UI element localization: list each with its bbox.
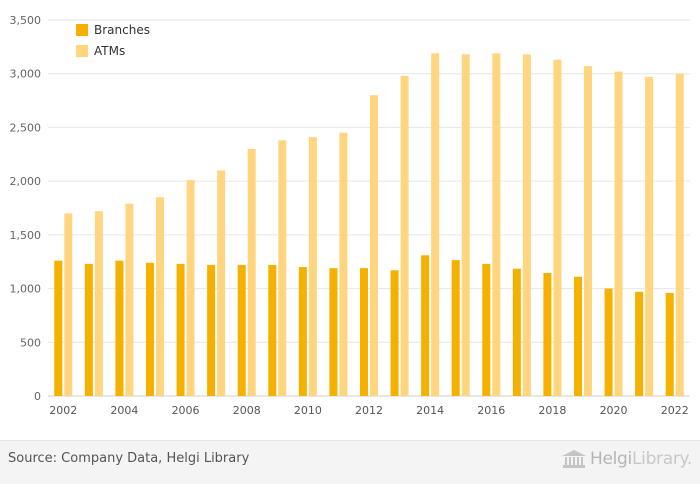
- library-building-icon: [561, 450, 586, 468]
- bar-chart: 0 500 1,000 1,500 2,000 2,500 3,000 3,500 2002 20…: [10, 14, 690, 417]
- atms-bar: [614, 71, 623, 397]
- branches-bar: [451, 260, 460, 396]
- atms-bar: [492, 53, 501, 396]
- atms-bar: [400, 75, 409, 396]
- branches-bar: [298, 267, 307, 396]
- atms-bar: [431, 53, 440, 396]
- helgi-library-logo: HelgiLibrary.: [561, 449, 692, 469]
- branches-bar: [604, 288, 613, 396]
- x-tick-label: 2012: [355, 404, 383, 417]
- branches-bar: [574, 276, 582, 396]
- atms-bar: [186, 180, 195, 396]
- brand-name: HelgiLibrary.: [590, 449, 692, 469]
- atms-bar: [156, 197, 164, 396]
- branches-bar: [512, 268, 521, 396]
- atms-bar: [94, 211, 103, 396]
- legend-label: ATMs: [94, 44, 125, 58]
- x-tick-label: 2022: [661, 404, 689, 417]
- branches-bar: [543, 272, 552, 396]
- atms-bar: [339, 132, 348, 397]
- y-tick-label: 3,500: [10, 14, 42, 27]
- atms-bar: [522, 54, 531, 397]
- y-tick-label: 0: [34, 390, 41, 403]
- y-tick-label: 1,000: [10, 283, 42, 296]
- footer: Source: Company Data, Helgi Library Helg…: [0, 440, 700, 484]
- y-tick-label: 1,500: [10, 229, 42, 242]
- atms-bar: [675, 73, 684, 396]
- atms-bar: [370, 95, 378, 396]
- x-tick-label: 2006: [172, 404, 200, 417]
- legend-swatch: [76, 45, 88, 57]
- brand-secondary: Library.: [631, 449, 692, 469]
- y-tick-label: 3,000: [10, 68, 42, 81]
- branches-bar: [665, 292, 674, 396]
- branches-bar: [146, 262, 154, 396]
- branches-bar: [329, 268, 338, 396]
- atms-bar: [247, 148, 256, 396]
- x-tick-label: 2016: [477, 404, 505, 417]
- source-note: Source: Company Data, Helgi Library: [8, 451, 250, 466]
- brand-primary: Helgi: [589, 449, 632, 469]
- x-tick-label: 2018: [538, 404, 566, 417]
- branches-bar: [635, 291, 644, 396]
- atms-bar: [278, 140, 287, 396]
- x-tick-label: 2008: [233, 404, 261, 417]
- y-tick-label: 2,000: [10, 175, 42, 188]
- x-tick-label: 2002: [49, 404, 77, 417]
- atms-bar: [64, 213, 73, 396]
- atms-bar: [461, 54, 470, 397]
- x-tick-label: 2004: [110, 404, 138, 417]
- x-tick-label: 2014: [416, 404, 444, 417]
- atms-bar: [553, 59, 562, 397]
- branches-bar: [176, 263, 185, 396]
- branches-bar: [268, 264, 277, 396]
- branches-bar: [115, 260, 124, 396]
- atms-bar: [217, 170, 226, 396]
- branches-bar: [482, 263, 491, 396]
- atms-bar: [584, 66, 592, 397]
- branches-bar: [207, 264, 216, 396]
- chart-area: 0 500 1,000 1,500 2,000 2,500 3,000 3,500 2002 20…: [10, 14, 690, 417]
- atms-bar: [125, 203, 134, 396]
- legend-label: Branches: [94, 23, 150, 37]
- branches-bar: [84, 263, 93, 396]
- x-tick-label: 2020: [600, 404, 628, 417]
- y-tick-label: 500: [20, 336, 41, 349]
- branches-bar: [390, 270, 399, 396]
- y-tick-label: 2,500: [10, 121, 42, 134]
- legend-swatch: [76, 24, 88, 36]
- x-tick-label: 2010: [294, 404, 322, 417]
- branches-bar: [421, 255, 430, 396]
- branches-bar: [54, 260, 63, 396]
- branches-bar: [360, 268, 368, 396]
- branches-bar: [237, 264, 246, 396]
- atms-bar: [645, 76, 654, 397]
- atms-bar: [308, 137, 317, 396]
